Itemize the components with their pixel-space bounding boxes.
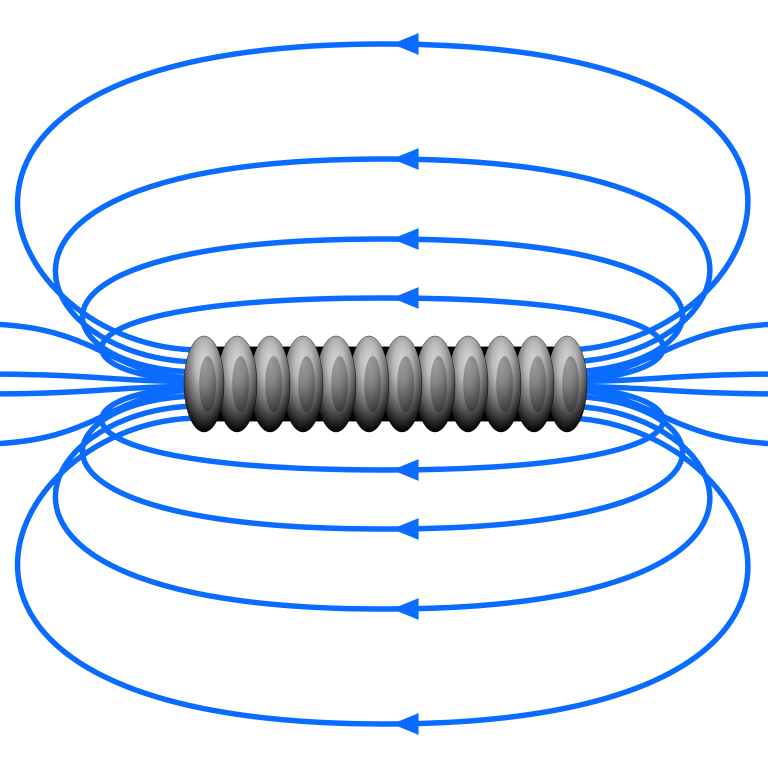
field-arrow-icon bbox=[392, 148, 419, 170]
field-arrow-icon bbox=[392, 459, 419, 481]
field-arrow-icon bbox=[392, 33, 419, 55]
field-arrow-icon bbox=[392, 713, 419, 735]
solenoid-field-diagram bbox=[0, 0, 768, 768]
solenoid-coil bbox=[184, 336, 587, 432]
field-arrow-icon bbox=[392, 287, 419, 309]
field-arrow-icon bbox=[392, 598, 419, 620]
field-arrow-icon bbox=[392, 228, 419, 250]
field-arrow-icon bbox=[392, 518, 419, 540]
